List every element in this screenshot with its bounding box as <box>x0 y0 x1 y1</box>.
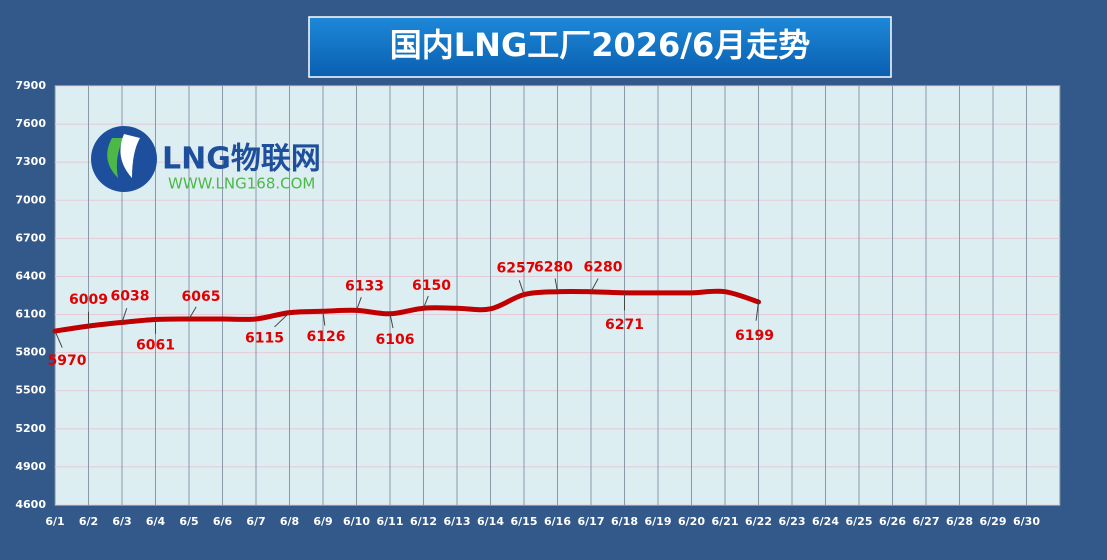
y-tick-label: 6700 <box>15 231 46 244</box>
value-label: 6009 <box>69 292 108 308</box>
x-tick-label: 6/12 <box>410 515 437 528</box>
leader-line <box>755 301 759 321</box>
value-label: 6199 <box>735 328 774 344</box>
x-tick-label: 6/11 <box>377 515 404 528</box>
logo-name: LNG物联网 <box>162 142 321 177</box>
value-label: 6061 <box>136 337 175 353</box>
chart-title: 国内LNG工厂2026/6月走势 <box>390 26 810 64</box>
x-tick-label: 6/30 <box>1013 515 1040 528</box>
value-label: 6126 <box>307 329 346 345</box>
y-tick-label: 4900 <box>15 460 46 473</box>
y-tick-label: 5200 <box>15 422 46 435</box>
y-tick-label: 5500 <box>15 384 46 397</box>
x-tick-label: 6/19 <box>645 515 672 528</box>
leader-line <box>554 278 558 292</box>
value-label: 6280 <box>584 260 623 276</box>
value-label: 6133 <box>345 278 384 294</box>
value-label: 6065 <box>182 289 221 305</box>
y-tick-label: 4600 <box>15 498 46 511</box>
value-label: 6115 <box>245 331 284 347</box>
x-tick-label: 6/27 <box>913 515 940 528</box>
x-tick-label: 6/14 <box>477 515 504 528</box>
leader-line <box>356 296 362 311</box>
logo-url: WWW.LNG168.COM <box>168 175 315 193</box>
x-tick-label: 6/17 <box>578 515 605 528</box>
x-tick-label: 6/8 <box>280 515 299 528</box>
logo: LNG物联网 WWW.LNG168.COM <box>91 126 321 193</box>
y-tick-label: 7300 <box>15 155 46 168</box>
title-box <box>308 16 892 78</box>
y-tick-label: 6100 <box>15 308 46 321</box>
x-tick-label: 6/3 <box>112 515 131 528</box>
leader-line <box>188 306 197 320</box>
series-line <box>52 288 761 334</box>
value-label: 6280 <box>534 260 573 276</box>
leader-line <box>121 307 128 323</box>
leader-line <box>274 312 290 328</box>
x-tick-label: 6/6 <box>213 515 233 528</box>
value-label: 5970 <box>48 353 87 369</box>
x-tick-label: 6/18 <box>611 515 638 528</box>
x-tick-label: 6/16 <box>544 515 571 528</box>
x-tick-label: 6/28 <box>946 515 973 528</box>
x-tick-label: 6/9 <box>313 515 332 528</box>
value-label: 6106 <box>376 332 415 348</box>
x-tick-label: 6/1 <box>45 515 64 528</box>
x-tick-label: 6/10 <box>343 515 370 528</box>
x-tick-label: 6/15 <box>511 515 538 528</box>
leader-line <box>423 295 429 309</box>
leader-line <box>389 313 394 329</box>
x-tick-label: 6/26 <box>879 515 906 528</box>
x-tick-label: 6/23 <box>779 515 806 528</box>
x-tick-label: 6/4 <box>146 515 166 528</box>
y-tick-label: 7900 <box>15 79 46 92</box>
x-tick-label: 6/20 <box>678 515 705 528</box>
logo-leaf <box>107 138 124 178</box>
y-tick-label: 5800 <box>15 346 46 359</box>
value-label: 6271 <box>605 317 644 333</box>
x-tick-label: 6/13 <box>444 515 471 528</box>
value-label: 6257 <box>497 261 536 277</box>
x-tick-label: 6/21 <box>712 515 739 528</box>
x-tick-label: 6/29 <box>980 515 1007 528</box>
y-tick-label: 6400 <box>15 269 46 282</box>
x-tick-label: 6/5 <box>179 515 198 528</box>
leader-line <box>54 330 63 348</box>
x-tick-label: 6/22 <box>745 515 772 528</box>
y-tick-label: 7000 <box>15 193 46 206</box>
x-tick-label: 6/7 <box>246 515 265 528</box>
leader-line <box>518 280 525 295</box>
logo-leaf <box>120 134 140 178</box>
value-label: 6038 <box>111 288 150 304</box>
y-tick-label: 7600 <box>15 117 46 130</box>
x-tick-label: 6/2 <box>79 515 98 528</box>
x-tick-label: 6/25 <box>846 515 873 528</box>
leader-line <box>322 311 326 326</box>
leader-line <box>590 278 599 292</box>
value-label: 6150 <box>412 278 451 294</box>
x-tick-label: 6/24 <box>812 515 839 528</box>
